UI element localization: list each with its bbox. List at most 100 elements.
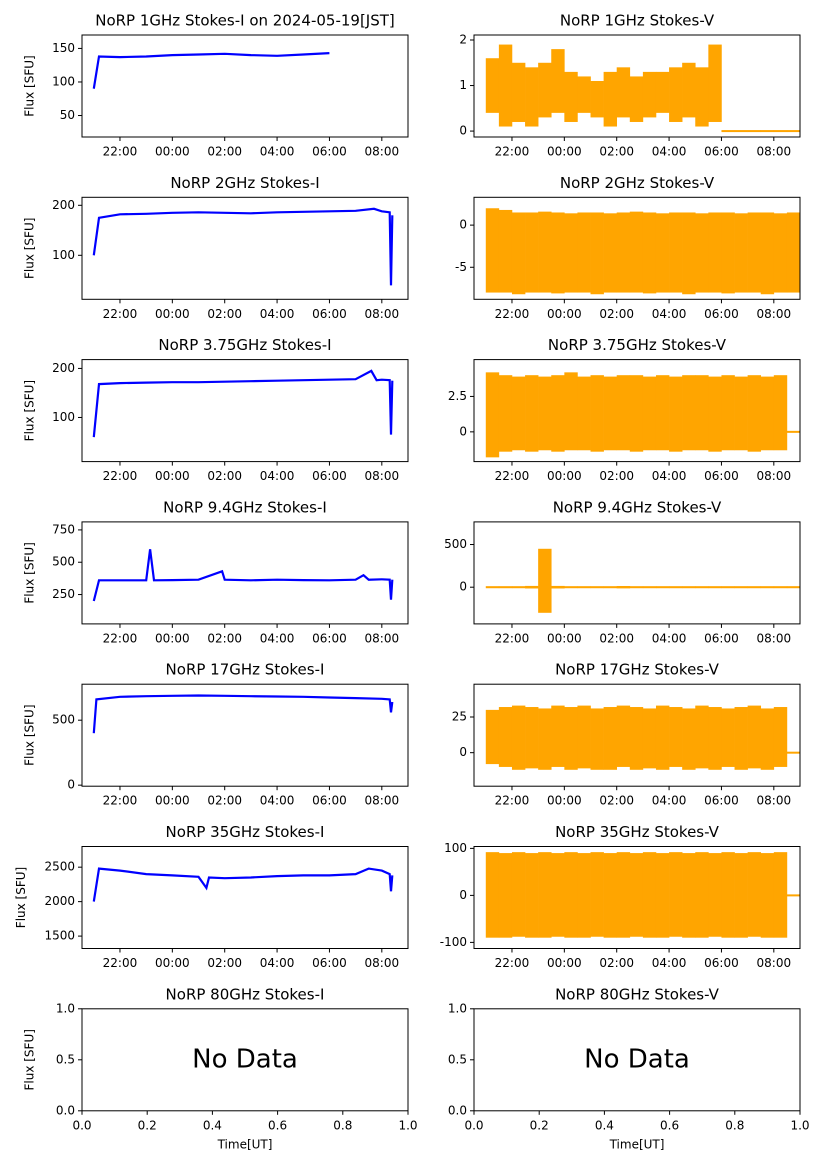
x-tick-label: 0.4: [595, 1118, 614, 1132]
y-tick-label: 2.5: [448, 389, 467, 403]
stokes-v-range: [747, 852, 762, 937]
stokes-v-range: [616, 375, 631, 451]
stokes-v-range: [564, 707, 578, 770]
flux-line: [92, 867, 394, 902]
stokes-v-range: [485, 852, 500, 938]
y-tick-label: 0: [459, 745, 467, 759]
flux-line: [92, 549, 394, 602]
stokes-v-range: [655, 71, 670, 113]
stokes-v-range: [773, 852, 788, 938]
x-tick-label: 22:00: [495, 794, 530, 808]
stokes-v-range: [708, 707, 722, 770]
y-tick-label: 1500: [44, 929, 75, 943]
stokes-v-range: [564, 852, 578, 938]
stokes-v-range: [773, 586, 788, 589]
y-tick-label: 2000: [44, 894, 75, 908]
stokes-v-range: [773, 213, 788, 293]
stokes-v-range: [708, 586, 722, 589]
stokes-v-range: [564, 372, 578, 451]
stokes-v-range: [616, 852, 631, 938]
x-tick-label: 0.6: [268, 1118, 287, 1132]
subplot-title: NoRP 17GHz Stokes-I: [166, 661, 325, 679]
stokes-v-range: [616, 586, 631, 589]
x-tick-label: 02:00: [599, 307, 634, 321]
axes-frame: [81, 846, 409, 949]
x-tick-label: 00:00: [547, 469, 582, 483]
x-tick-label: 0.8: [333, 1118, 352, 1132]
stokes-v-range: [590, 586, 604, 589]
y-tick-label: 0.0: [56, 1103, 75, 1117]
x-tick-label: 22:00: [495, 307, 530, 321]
x-tick-label: 00:00: [155, 956, 190, 970]
x-tick-label: 22:00: [103, 794, 138, 808]
x-tick-label: 0.2: [138, 1118, 157, 1132]
y-tick-label: 0: [459, 124, 467, 138]
x-tick-label: 06:00: [312, 469, 347, 483]
stokes-v-range: [695, 213, 709, 293]
stokes-v-range: [551, 585, 565, 589]
flux-line: [92, 369, 394, 438]
stokes-v-range: [590, 375, 604, 452]
stokes-v-range: [498, 44, 513, 127]
x-tick-label: 02:00: [599, 145, 634, 159]
stokes-v-range: [629, 707, 644, 770]
axes-frame: [81, 34, 409, 138]
stokes-v-range: [577, 376, 591, 451]
x-tick-label: 22:00: [495, 145, 530, 159]
y-tick-label: 0: [459, 888, 467, 902]
stokes-v-range: [760, 212, 775, 295]
stokes-v-range: [760, 853, 775, 938]
flux-line: [92, 52, 330, 89]
x-tick-label: 02:00: [599, 631, 634, 645]
stokes-v-range: [485, 58, 500, 113]
y-tick-label: -5: [455, 260, 467, 274]
y-tick-label: 250: [52, 587, 75, 601]
stokes-v-range: [773, 375, 788, 451]
axes-frame: [473, 196, 801, 300]
stokes-v-range: [760, 586, 775, 589]
stokes-v-range: [655, 375, 670, 451]
x-tick-label: 06:00: [704, 631, 739, 645]
stokes-v-range: [747, 375, 762, 452]
stokes-v-range: [695, 705, 709, 769]
y-tick-label: 750: [52, 522, 75, 536]
y-tick-label: 0.5: [56, 1052, 75, 1066]
stokes-v-range: [498, 586, 513, 589]
stokes-v-range: [577, 212, 591, 293]
stokes-v-range: [747, 212, 762, 293]
y-axis-label: Flux [SFU]: [23, 704, 37, 765]
stokes-v-range: [721, 212, 735, 294]
x-tick-label: 06:00: [704, 469, 739, 483]
y-tick-label: 1: [459, 78, 467, 92]
subplot-title: NoRP 9.4GHz Stokes-V: [553, 498, 722, 516]
y-tick-label: 1.0: [448, 1001, 467, 1015]
y-axis-label: Flux [SFU]: [23, 55, 37, 116]
stokes-v-range: [511, 586, 526, 589]
x-tick-label: 02:00: [207, 631, 242, 645]
stokes-v-range: [721, 852, 735, 938]
stokes-v-range: [511, 212, 526, 295]
no-data-annotation: No Data: [192, 1044, 298, 1074]
x-tick-label: 00:00: [155, 469, 190, 483]
stokes-v-range: [538, 708, 552, 770]
stokes-v-range: [551, 212, 565, 294]
stokes-v-range: [747, 705, 762, 769]
x-tick-label: 1.0: [790, 1118, 809, 1132]
stokes-v-range: [485, 586, 500, 589]
x-tick-label: 22:00: [495, 956, 530, 970]
flux-line: [92, 694, 394, 734]
stokes-v-range: [760, 130, 775, 133]
y-tick-label: 2500: [44, 860, 75, 874]
y-axis-label: Flux [SFU]: [23, 380, 37, 441]
x-tick-label: 22:00: [103, 145, 138, 159]
stokes-v-range: [786, 212, 801, 293]
x-tick-label: 08:00: [365, 307, 400, 321]
x-tick-label: 02:00: [599, 794, 634, 808]
stokes-v-range: [786, 894, 801, 897]
y-tick-label: 0: [459, 218, 467, 232]
stokes-v-range: [721, 708, 735, 767]
x-tick-label: 06:00: [312, 631, 347, 645]
stokes-v-range: [525, 67, 539, 127]
y-tick-label: 0: [459, 424, 467, 438]
